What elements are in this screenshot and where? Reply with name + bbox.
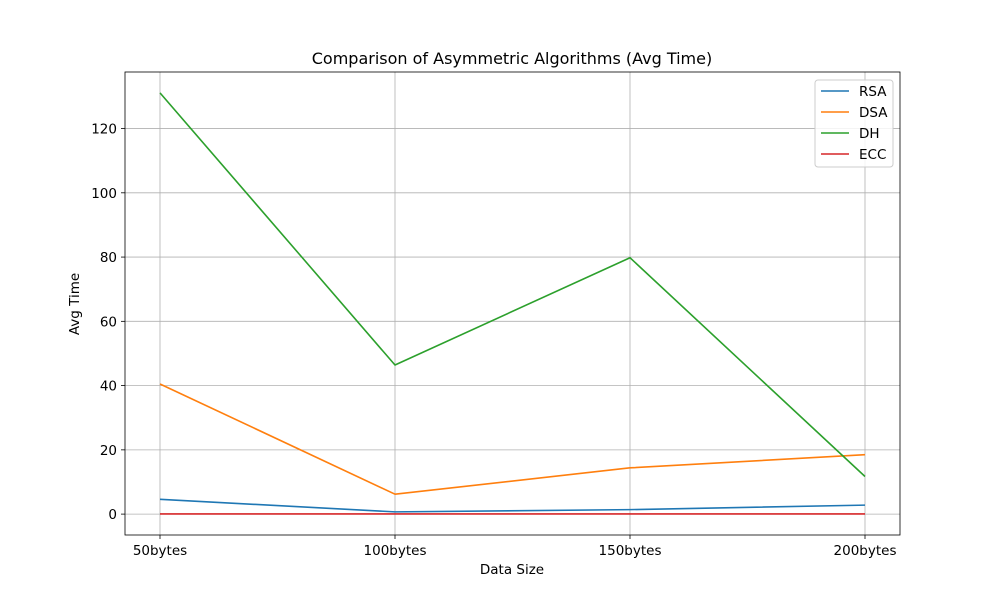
x-tick-label: 150bytes: [599, 543, 662, 559]
y-axis-label: Avg Time: [67, 273, 83, 335]
series-lines: [159, 92, 866, 515]
legend-label-rsa: RSA: [859, 84, 887, 100]
y-tick-label: 80: [100, 250, 117, 266]
x-tick-label: 100bytes: [364, 543, 427, 559]
chart-title: Comparison of Asymmetric Algorithms (Avg…: [312, 49, 712, 68]
series-line-dh: [159, 92, 866, 478]
legend-label-dh: DH: [859, 126, 880, 142]
legend: RSA DSA DH ECC: [814, 79, 894, 168]
y-tick-label: 120: [91, 122, 117, 138]
grid-lines: [125, 72, 900, 535]
y-tick-label: 60: [100, 314, 117, 330]
y-axis: 0 20 40 60 80 100 120: [91, 122, 125, 523]
x-tick-label: 50bytes: [133, 543, 187, 559]
legend-label-ecc: ECC: [859, 147, 886, 163]
series-line-rsa: [159, 498, 866, 513]
x-axis-label: Data Size: [480, 562, 544, 578]
legend-label-dsa: DSA: [859, 105, 888, 121]
y-tick-label: 0: [108, 507, 117, 523]
y-tick-label: 100: [91, 186, 117, 202]
plot-area-frame: [124, 71, 901, 536]
legend-box: [814, 79, 894, 168]
y-tick-label: 40: [100, 379, 117, 395]
series-line-dsa: [159, 383, 866, 495]
x-tick-label: 200bytes: [834, 543, 897, 559]
y-tick-label: 20: [100, 443, 117, 459]
x-axis: 50bytes 100bytes 150bytes 200bytes: [133, 535, 897, 559]
